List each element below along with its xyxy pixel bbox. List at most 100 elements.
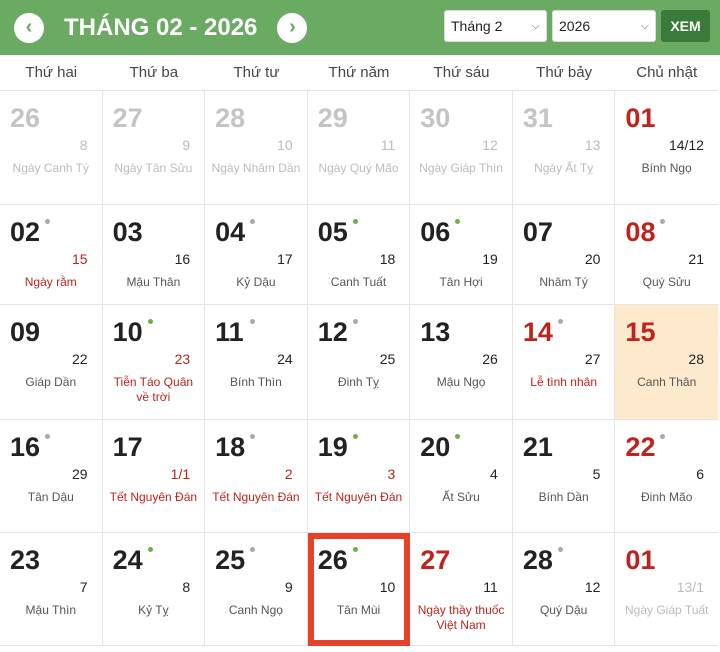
day-label: Giáp Dần [25, 375, 77, 389]
lunar-day: 24 [277, 351, 293, 367]
next-month-button[interactable]: › [277, 12, 308, 43]
lunar-day: 1/1 [170, 466, 191, 482]
day-cell[interactable]: 10 23 Tiễn Táo Quân về trời [102, 305, 206, 420]
solar-day: 29 [317, 103, 348, 133]
event-dot-icon [352, 219, 358, 224]
event-dot-icon [250, 547, 256, 552]
day-cell[interactable]: 25 9 Canh Ngọ [205, 533, 308, 646]
event-dot-icon [250, 319, 256, 324]
day-label: Quý Dậu [539, 603, 588, 617]
solar-day: 01 [625, 545, 656, 575]
day-cell[interactable]: 21 5 Bính Dần [512, 420, 616, 533]
chevron-down-icon: ⌵ [531, 19, 540, 32]
day-cell[interactable]: 12 25 Đinh Tỵ [307, 305, 411, 420]
day-cell[interactable]: 03 16 Mậu Thân [102, 205, 206, 305]
solar-day: 15 [625, 317, 656, 347]
day-cell[interactable]: 26 8 Ngày Canh Tý [0, 91, 103, 205]
day-cell[interactable]: 09 22 Giáp Dần [0, 305, 103, 420]
day-cell[interactable]: 02 15 Ngày rằm [0, 205, 103, 305]
lunar-day: 10 [277, 137, 293, 153]
day-cell[interactable]: 06 19 Tân Hợi [410, 205, 513, 305]
day-cell[interactable]: 16 29 Tân Dậu [0, 420, 103, 533]
day-cell[interactable]: 27 11 Ngày thầy thuốc Việt Nam [410, 533, 513, 646]
lunar-day: 23 [174, 351, 191, 367]
day-label: Quý Sửu [642, 275, 691, 289]
day-cell[interactable]: 31 13 Ngày Ất Tỵ [512, 91, 616, 205]
lunar-day: 29 [71, 466, 88, 482]
day-cell[interactable]: 05 18 Canh Tuất [307, 205, 411, 305]
solar-day: 30 [420, 103, 451, 133]
lunar-day: 8 [182, 579, 191, 595]
lunar-day: 13 [584, 137, 601, 153]
day-cell[interactable]: 08 21 Quý Sửu [615, 205, 718, 305]
weekday-label: Thứ sáu [433, 64, 490, 81]
day-label: Nhâm Tý [539, 275, 588, 289]
event-dot-icon [660, 434, 666, 439]
solar-day: 16 [10, 432, 41, 462]
chevron-down-icon: ⌵ [640, 19, 649, 32]
solar-day: 13 [420, 317, 451, 347]
solar-day: 28 [215, 103, 246, 133]
solar-day: 26 [10, 103, 41, 133]
year-select[interactable]: 2026 ⌵ [552, 10, 656, 42]
prev-month-button[interactable]: ‹ [14, 12, 44, 43]
event-dot-icon [455, 219, 461, 224]
day-cell[interactable]: 17 1/1 Tết Nguyên Đán [102, 420, 206, 533]
day-label: Tết Nguyên Đán [314, 490, 403, 504]
day-cell[interactable]: 04 17 Kỷ Dậu [205, 205, 308, 305]
solar-day: 08 [625, 217, 656, 247]
day-cell[interactable]: 19 3 Tết Nguyên Đán [307, 420, 411, 533]
day-cell[interactable]: 18 2 Tết Nguyên Đán [205, 420, 308, 533]
day-label: Mậu Thân [126, 275, 181, 289]
day-label: Bính Ngọ [641, 161, 692, 175]
day-cell[interactable]: 14 27 Lễ tình nhân [512, 305, 616, 420]
solar-day: 27 [420, 545, 451, 575]
day-label: Canh Ngọ [228, 603, 283, 617]
day-label: Ngày thầy thuốc Việt Nam [417, 603, 505, 632]
lunar-day: 5 [592, 466, 601, 482]
day-cell[interactable]: 01 14/12 Bính Ngọ [615, 91, 718, 205]
weekday-header: Thứ hai Thứ ba Thứ tư Thứ năm Thứ sáu Th… [0, 55, 718, 91]
solar-day: 12 [317, 317, 348, 347]
day-cell[interactable]: 01 13/1 Ngày Giáp Tuất [615, 533, 718, 646]
lunar-day: 21 [688, 251, 704, 267]
day-cell[interactable]: 30 12 Ngày Giáp Thìn [410, 91, 513, 205]
day-label: Tết Nguyên Đán [109, 490, 198, 504]
month-select-value: Tháng 2 [451, 18, 503, 34]
day-cell[interactable]: 15 28 Canh Thân [615, 305, 718, 420]
day-cell[interactable]: 27 9 Ngày Tân Sửu [102, 91, 206, 205]
day-label: Ngày rằm [24, 275, 77, 289]
day-cell[interactable]: 26 10 Tân Mùi [307, 533, 411, 646]
lunar-day: 15 [71, 251, 88, 267]
view-button[interactable]: XEM [661, 10, 710, 42]
solar-day: 14 [522, 317, 553, 347]
lunar-day: 20 [584, 251, 601, 267]
lunar-day: 9 [284, 579, 293, 595]
lunar-day: 26 [482, 351, 498, 367]
day-cell[interactable]: 29 11 Ngày Quý Mão [307, 91, 411, 205]
day-cell[interactable]: 11 24 Bính Thìn [205, 305, 308, 420]
day-cell[interactable]: 28 10 Ngày Nhâm Dần [205, 91, 308, 205]
day-label: Ngày Giáp Thìn [419, 161, 503, 175]
day-label: Ngày Canh Tý [12, 161, 90, 175]
day-cell[interactable]: 07 20 Nhâm Tý [512, 205, 616, 305]
day-cell[interactable]: 20 4 Ất Sửu [410, 420, 513, 533]
day-cell[interactable]: 28 12 Quý Dậu [512, 533, 616, 646]
day-cell[interactable]: 23 7 Mậu Thìn [0, 533, 103, 646]
day-label: Bính Thìn [230, 375, 282, 389]
year-select-value: 2026 [559, 18, 591, 34]
lunar-day: 7 [79, 579, 88, 595]
event-dot-icon [147, 319, 153, 324]
lunar-day: 3 [387, 466, 396, 482]
day-cell[interactable]: 13 26 Mậu Ngọ [410, 305, 513, 420]
event-dot-icon [352, 434, 358, 439]
solar-day: 22 [625, 432, 656, 462]
solar-day: 27 [112, 103, 143, 133]
day-cell[interactable]: 22 6 Đinh Mão [615, 420, 718, 533]
solar-day: 24 [112, 545, 143, 575]
lunar-day: 14/12 [668, 137, 704, 153]
month-select[interactable]: Tháng 2 ⌵ [444, 10, 547, 42]
lunar-day: 27 [584, 351, 601, 367]
day-label: Đinh Mão [641, 490, 693, 504]
day-cell[interactable]: 24 8 Kỷ Tỵ [102, 533, 206, 646]
